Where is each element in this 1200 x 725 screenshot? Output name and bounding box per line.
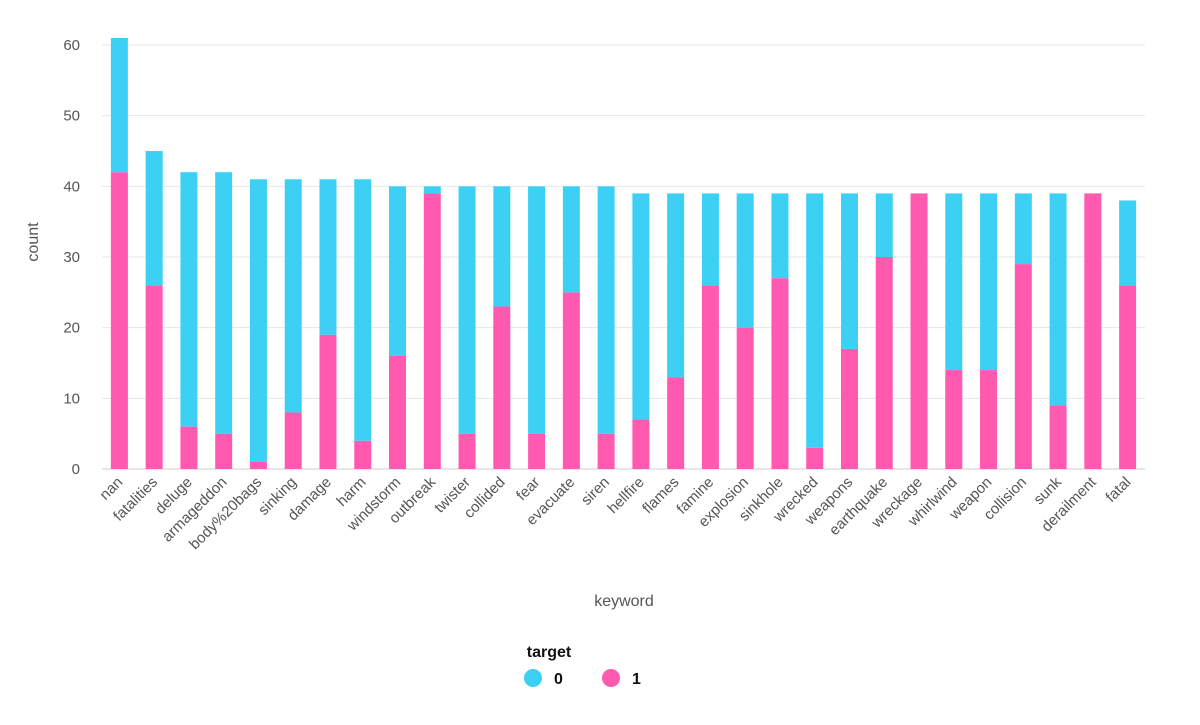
bar-target-0	[736, 193, 754, 328]
bar-target-1	[110, 172, 128, 469]
bar-target-1	[632, 419, 650, 469]
bar-target-0	[389, 186, 407, 356]
bar-target-1	[806, 447, 824, 469]
bar-target-0	[249, 179, 267, 462]
bar-target-1	[1049, 405, 1067, 469]
x-tick-label: hellfire	[604, 474, 647, 517]
bar-target-1	[423, 193, 441, 469]
bars	[110, 37, 1137, 469]
x-tick-label: nan	[96, 474, 126, 504]
x-axis-ticks: nanfatalitiesdelugearmageddonbody%20bags…	[96, 473, 1134, 553]
y-axis-title: count	[25, 222, 42, 262]
legend-swatch	[602, 669, 620, 687]
legend-swatch	[524, 669, 542, 687]
bar-target-1	[389, 355, 407, 469]
bar-target-0	[840, 193, 858, 349]
bar-target-0	[806, 193, 824, 448]
bar-target-0	[701, 193, 719, 286]
bar-target-0	[1119, 200, 1137, 286]
bar-target-0	[215, 172, 233, 434]
bar-target-0	[423, 186, 441, 194]
bar-target-0	[875, 193, 893, 257]
bar-target-0	[771, 193, 789, 279]
bar-target-0	[667, 193, 685, 378]
legend-title: target	[527, 644, 572, 661]
bar-target-1	[667, 377, 685, 469]
bar-target-1	[945, 370, 963, 469]
bar-target-1	[771, 278, 789, 469]
y-tick-label: 0	[72, 461, 80, 478]
x-axis-title: keyword	[594, 593, 654, 610]
bar-target-1	[980, 370, 998, 469]
bar-target-1	[597, 433, 615, 469]
bar-target-1	[145, 285, 163, 469]
x-tick-label: fear	[513, 474, 543, 504]
bar-target-1	[1014, 264, 1032, 469]
legend-label: 1	[632, 671, 641, 688]
bar-target-1	[840, 348, 858, 469]
bar-target-0	[319, 179, 337, 335]
bar-target-1	[180, 426, 198, 469]
legend-label: 0	[554, 671, 563, 688]
bar-target-0	[284, 179, 302, 413]
bar-target-0	[180, 172, 198, 427]
bar-target-1	[284, 412, 302, 469]
y-axis-ticks: 0 10 20 30 40 50 60	[63, 37, 80, 478]
y-tick-label: 20	[63, 320, 80, 337]
bar-target-1	[528, 433, 546, 469]
bar-target-0	[1014, 193, 1032, 265]
bar-target-0	[980, 193, 998, 371]
bar-target-0	[562, 186, 580, 293]
bar-target-1	[249, 461, 267, 469]
y-tick-label: 30	[63, 249, 80, 266]
bar-target-0	[632, 193, 650, 420]
bar-target-1	[1084, 193, 1102, 469]
bar-target-1	[215, 433, 233, 469]
bar-target-1	[354, 440, 372, 469]
bar-target-0	[145, 151, 163, 286]
bar-target-0	[354, 179, 372, 441]
y-tick-label: 40	[63, 178, 80, 195]
bar-target-1	[701, 285, 719, 469]
bar-target-1	[875, 257, 893, 469]
bar-target-0	[945, 193, 963, 371]
y-tick-label: 60	[63, 37, 80, 54]
bar-target-1	[458, 433, 476, 469]
bar-target-1	[1119, 285, 1137, 469]
x-tick-label: fatal	[1102, 474, 1134, 506]
bar-target-1	[910, 193, 928, 469]
bar-target-0	[528, 186, 546, 434]
bar-target-1	[319, 334, 337, 469]
x-tick-label: flames	[639, 474, 682, 517]
y-tick-label: 10	[63, 390, 80, 407]
bar-target-0	[110, 37, 128, 173]
bar-target-0	[1049, 193, 1067, 406]
bar-target-0	[493, 186, 511, 307]
bar-target-0	[458, 186, 476, 434]
bar-target-1	[736, 327, 754, 469]
gridlines	[102, 44, 1145, 470]
bar-target-1	[562, 292, 580, 469]
bar-target-1	[493, 306, 511, 469]
y-tick-label: 50	[63, 108, 80, 125]
bar-target-0	[597, 186, 615, 434]
